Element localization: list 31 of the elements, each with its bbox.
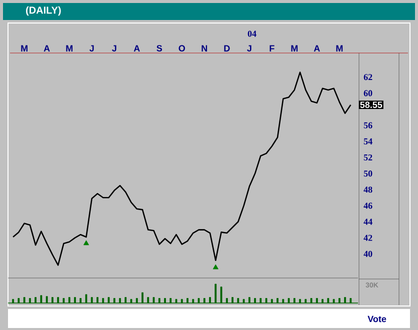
x-tick-label: A xyxy=(134,45,140,52)
text: Vote xyxy=(368,316,386,322)
line-series xyxy=(12,72,352,266)
x-tick-label: F xyxy=(270,45,274,52)
x-tick-label: J xyxy=(112,45,116,52)
y-tick-label: 40 xyxy=(364,250,372,257)
y-tick-label: 48 xyxy=(364,186,372,193)
y-tick-label: 54 xyxy=(364,138,372,144)
x-tick-label: N xyxy=(202,45,208,52)
text: 58.55 xyxy=(360,102,382,108)
y-tick-label: 44 xyxy=(364,218,372,225)
y-tick-label: 52 xyxy=(364,154,372,160)
x-tick-label: M xyxy=(66,45,72,52)
x-tick-label: A xyxy=(314,45,320,52)
x-tick-label: M xyxy=(291,45,298,52)
y-tick-label: 42 xyxy=(364,234,372,241)
y-tick-label: 56 xyxy=(364,122,372,128)
y-tick-label: 50 xyxy=(364,170,372,177)
y-tick-label: 46 xyxy=(364,202,372,209)
x-tick-label: J xyxy=(89,45,94,52)
x-tick-label: J xyxy=(247,45,252,52)
y-tick-label: 62 xyxy=(364,74,372,80)
chart-title: (DAILY) xyxy=(26,6,61,16)
text: 04 xyxy=(248,30,256,37)
x-tick-label: S xyxy=(156,45,162,52)
x-tick-label: D xyxy=(224,45,230,52)
y-tick-label: 60 xyxy=(364,90,372,96)
x-tick-label: M xyxy=(21,45,28,52)
x-tick-label: O xyxy=(178,45,185,52)
x-tick-label: M xyxy=(336,45,343,52)
x-tick-label: A xyxy=(44,45,50,52)
